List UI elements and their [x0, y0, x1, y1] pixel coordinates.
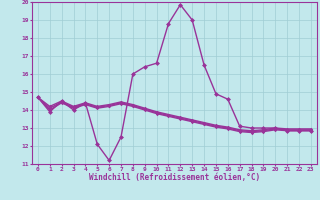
- X-axis label: Windchill (Refroidissement éolien,°C): Windchill (Refroidissement éolien,°C): [89, 173, 260, 182]
